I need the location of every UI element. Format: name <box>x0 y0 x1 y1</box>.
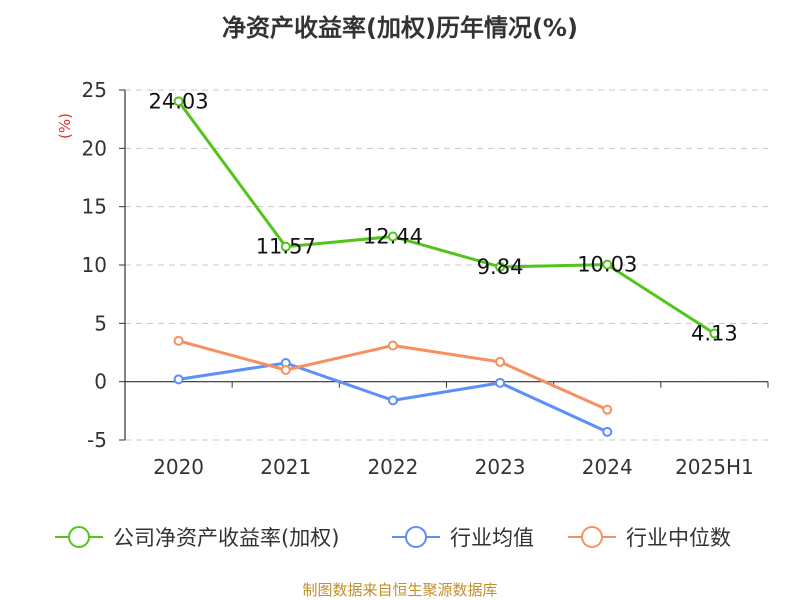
data-point <box>387 395 398 406</box>
axes: 25 20 15 10 5 0 -5 2020 2021 2022 2023 2024 2025H1 <box>82 78 769 479</box>
data-point <box>495 356 506 367</box>
y-tick-label: 5 <box>94 311 107 335</box>
y-tick-label: -5 <box>87 428 107 452</box>
legend-marker <box>405 526 427 548</box>
data-point <box>173 374 184 385</box>
data-point <box>495 377 506 388</box>
data-point <box>709 328 720 339</box>
data-label: 9.84 <box>477 255 524 279</box>
x-tick-label: 2024 <box>582 455 633 479</box>
data-label: 12.44 <box>363 225 423 249</box>
series-layer: 24.03 11.57 12.44 9.84 10.03 4.13 <box>149 89 738 437</box>
legend-marker <box>68 526 90 548</box>
chart-title: 净资产收益率(加权)历年情况(%) <box>222 14 578 42</box>
data-point <box>602 404 613 415</box>
source-note: 制图数据来自恒生聚源数据库 <box>302 581 498 599</box>
x-tick-label: 2021 <box>260 455 311 479</box>
x-tick-label: 2023 <box>475 455 526 479</box>
data-point <box>387 231 398 242</box>
y-tick-label: 15 <box>82 195 107 219</box>
series-line <box>177 100 716 335</box>
data-label: 4.13 <box>691 321 738 345</box>
legend-marker <box>581 526 603 548</box>
y-tick-label: 0 <box>94 370 107 394</box>
data-point <box>280 241 291 252</box>
data-point <box>387 340 398 351</box>
legend-label: 行业均值 <box>450 526 534 550</box>
y-tick-label: 10 <box>82 253 107 277</box>
data-label: 24.03 <box>149 89 209 113</box>
x-tick-label: 2025H1 <box>675 455 754 479</box>
y-tick-label: 25 <box>82 78 107 102</box>
data-point <box>173 96 184 107</box>
data-point <box>602 259 613 270</box>
data-label: 10.03 <box>577 253 637 277</box>
data-point <box>602 426 613 437</box>
y-tick-label: 20 <box>82 136 107 160</box>
x-tick-label: 2020 <box>153 455 204 479</box>
legend: 公司净资产收益率(加权) 行业均值 行业中位数 <box>55 526 731 550</box>
legend-label: 公司净资产收益率(加权) <box>113 526 339 550</box>
x-tick-label: 2022 <box>367 455 418 479</box>
legend-label: 行业中位数 <box>626 526 731 550</box>
data-point <box>173 335 184 346</box>
data-point <box>495 261 506 272</box>
y-axis-label: (%) <box>56 113 74 139</box>
data-label: 11.57 <box>256 235 316 259</box>
data-point <box>280 365 291 375</box>
